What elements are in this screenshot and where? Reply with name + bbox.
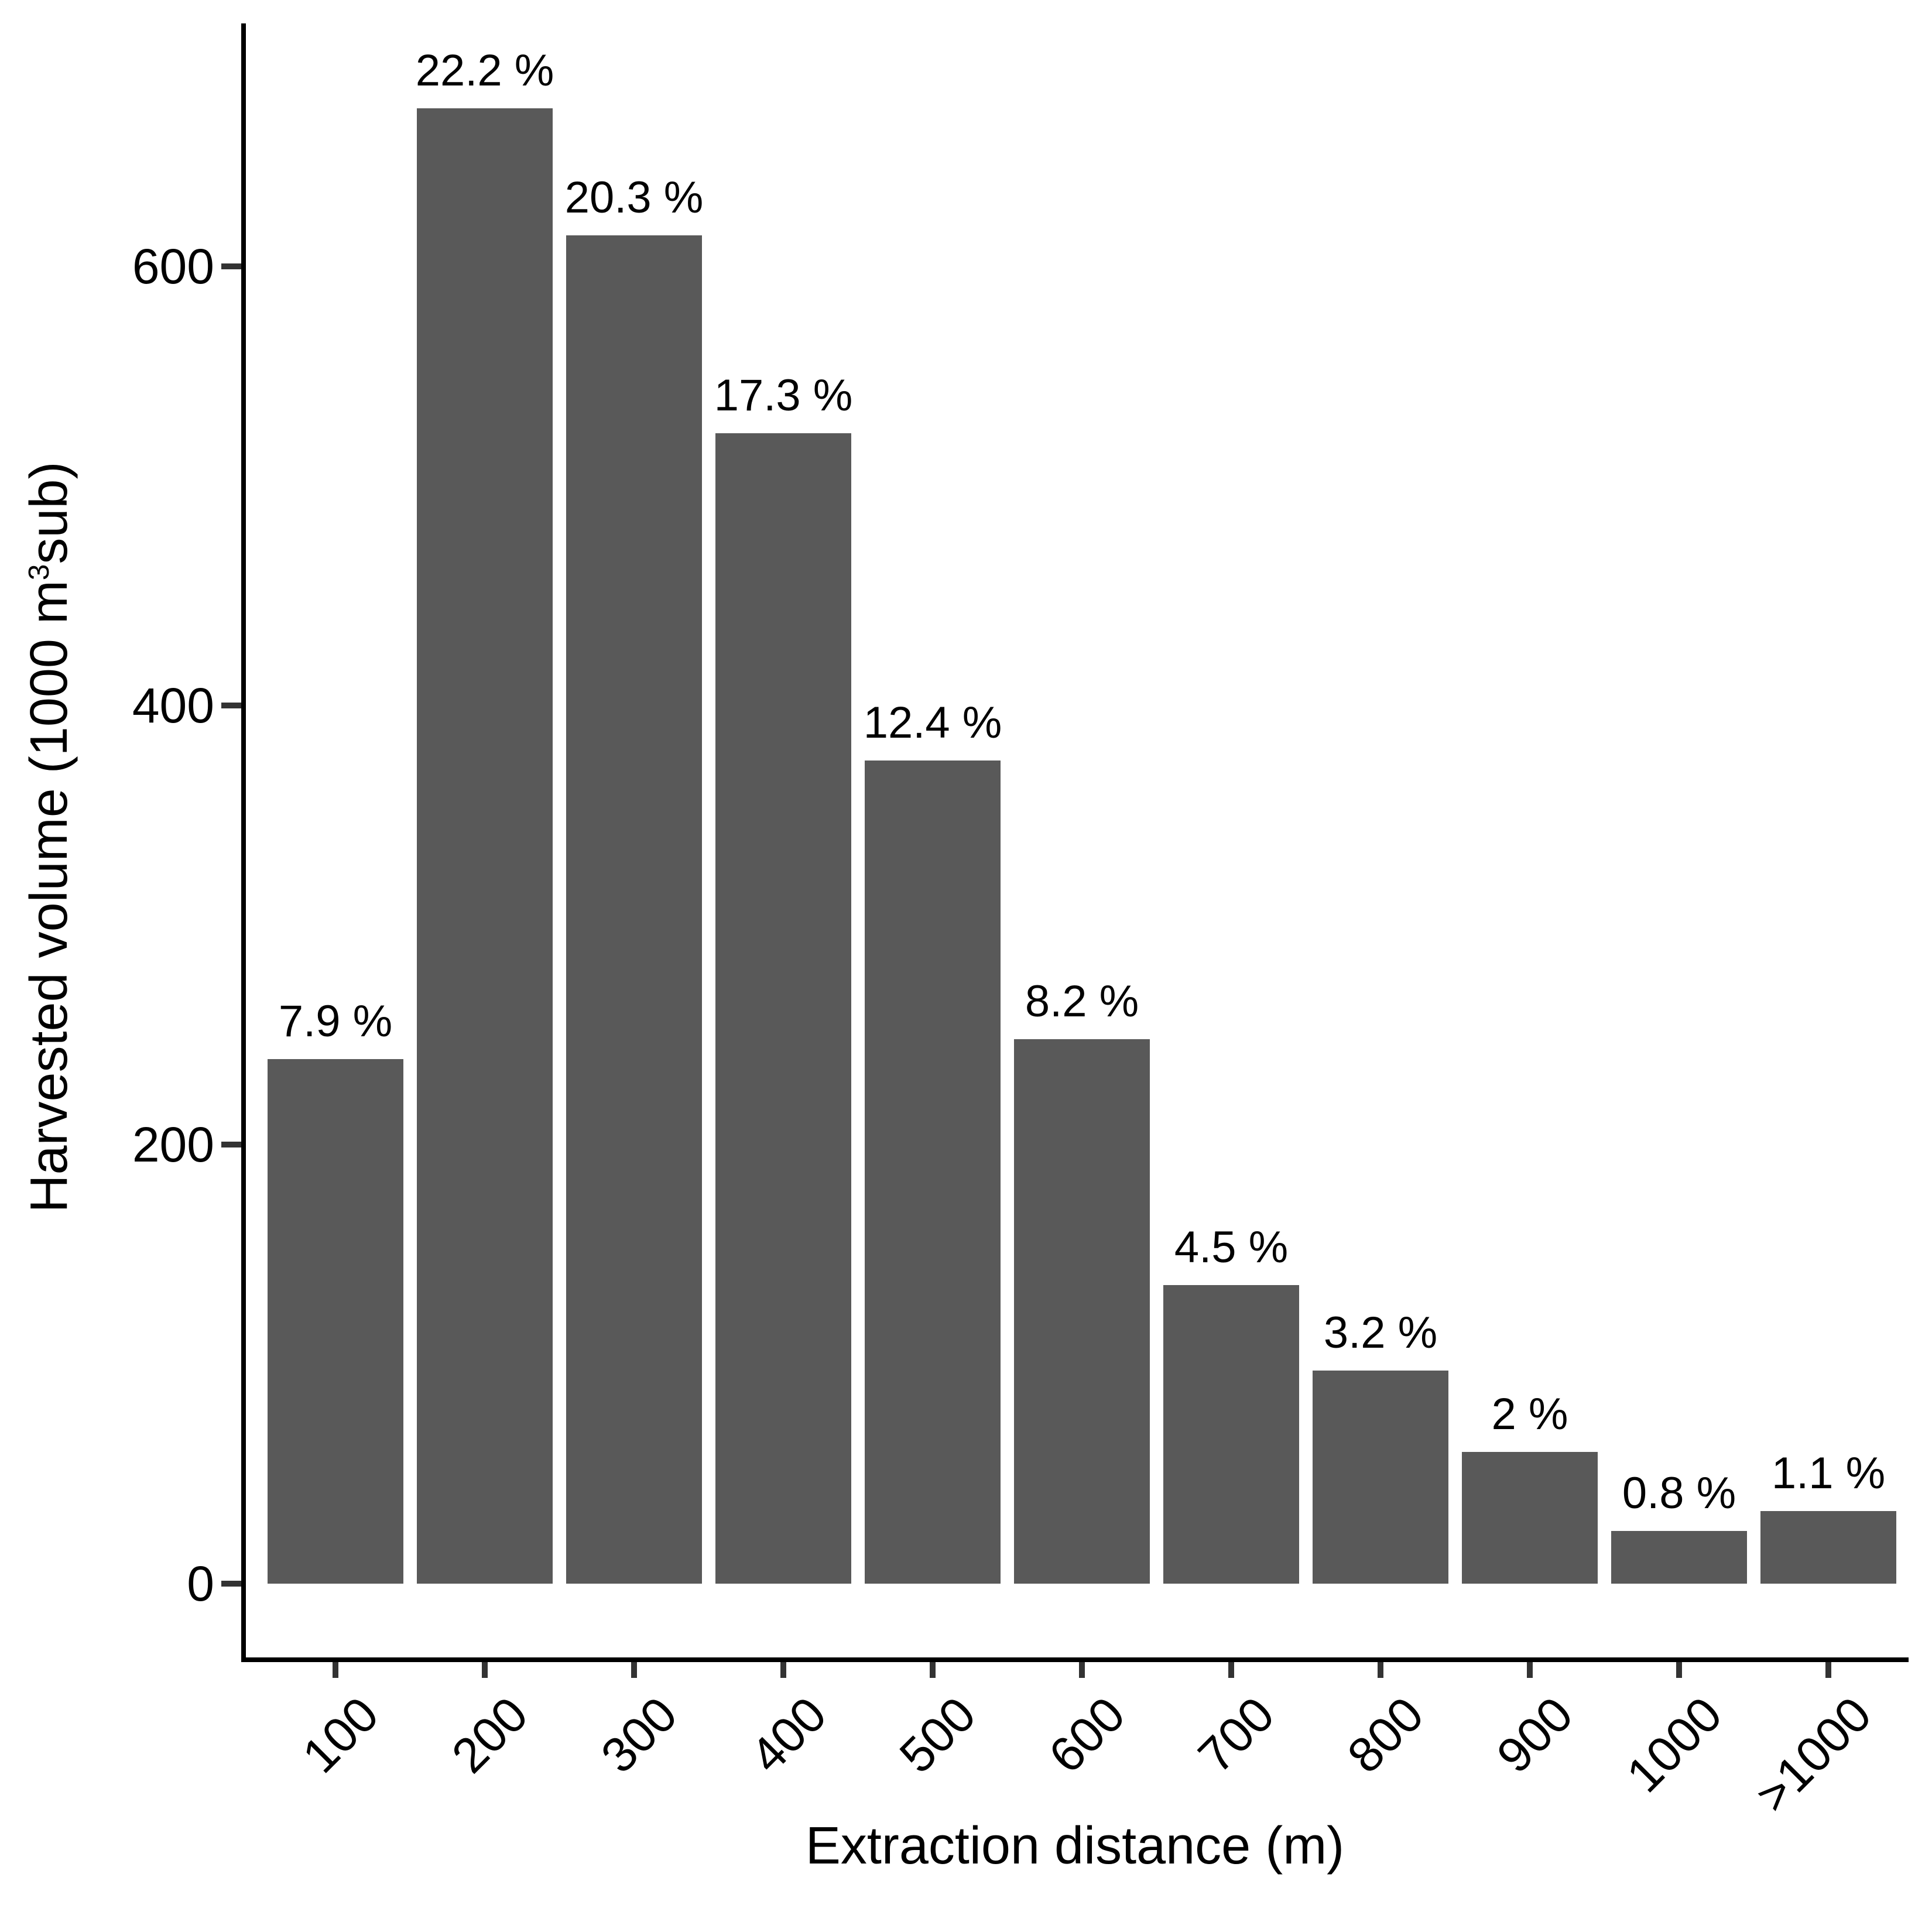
y-axis-title-superscript: 3 [23, 564, 55, 581]
x-tick-mark->1000 [1825, 1662, 1831, 1678]
x-tick-label-300: 300 [590, 1686, 687, 1784]
bar-value-label->1000: 1.1 % [1771, 1448, 1886, 1498]
y-tick-label-200: 200 [132, 1117, 214, 1172]
bar-value-label-100: 7.9 % [278, 996, 393, 1046]
x-tick-label-500: 500 [889, 1686, 986, 1784]
y-axis-title-prefix: Harvested volume (1000 m [20, 580, 78, 1213]
y-axis-line [241, 23, 246, 1662]
y-tick-mark-600 [221, 263, 241, 269]
x-tick-label-600: 600 [1038, 1686, 1135, 1784]
y-axis-title-suffix: sub) [20, 461, 78, 564]
y-tick-label-400: 400 [132, 678, 214, 733]
bar-800 [1313, 1371, 1448, 1584]
bar-value-label-200: 22.2 % [415, 46, 554, 95]
x-tick-label-900: 900 [1486, 1686, 1583, 1784]
x-tick-mark-700 [1228, 1662, 1234, 1678]
bar-500 [865, 761, 1001, 1584]
x-tick-mark-1000 [1676, 1662, 1682, 1678]
x-tick-mark-400 [780, 1662, 786, 1678]
bar-100 [268, 1059, 403, 1584]
x-tick-label-100: 100 [292, 1686, 389, 1784]
x-tick-mark-100 [333, 1662, 338, 1678]
y-axis-title: Harvested volume (1000 m3sub) [20, 461, 78, 1213]
bar-700 [1163, 1285, 1299, 1584]
y-tick-label-600: 600 [132, 239, 214, 294]
bar-value-label-700: 4.5 % [1174, 1222, 1289, 1272]
bar-900 [1462, 1452, 1598, 1584]
y-tick-mark-200 [221, 1142, 241, 1147]
y-tick-mark-0 [221, 1581, 241, 1587]
x-tick-mark-200 [482, 1662, 488, 1678]
y-tick-mark-400 [221, 703, 241, 708]
x-tick-label-800: 800 [1337, 1686, 1434, 1784]
bar-value-label-800: 3.2 % [1323, 1308, 1438, 1358]
bar-value-label-500: 12.4 % [863, 698, 1002, 748]
x-tick-mark-300 [631, 1662, 637, 1678]
x-tick-label-200: 200 [441, 1686, 538, 1784]
x-tick-mark-500 [930, 1662, 936, 1678]
bar-1000 [1611, 1531, 1747, 1584]
x-tick-mark-600 [1079, 1662, 1085, 1678]
bar-300 [566, 235, 702, 1584]
x-axis-line [241, 1657, 1909, 1662]
x-tick-label->1000: >1000 [1745, 1686, 1882, 1823]
bar-value-label-400: 17.3 % [714, 371, 853, 420]
y-tick-label-0: 0 [187, 1556, 214, 1611]
x-tick-label-700: 700 [1187, 1686, 1284, 1784]
bar-value-label-600: 8.2 % [1025, 977, 1139, 1026]
x-tick-mark-900 [1527, 1662, 1533, 1678]
x-tick-label-400: 400 [739, 1686, 837, 1784]
bar-400 [715, 433, 851, 1584]
x-tick-mark-800 [1378, 1662, 1383, 1678]
x-tick-label-1000: 1000 [1616, 1686, 1732, 1803]
bar-value-label-1000: 0.8 % [1622, 1468, 1736, 1518]
bar-value-label-300: 20.3 % [564, 173, 704, 222]
bar-200 [417, 108, 553, 1584]
bar-value-label-900: 2 % [1491, 1389, 1568, 1439]
bar-600 [1014, 1039, 1150, 1584]
x-axis-title: Extraction distance (m) [805, 1817, 1345, 1875]
bar->1000 [1760, 1511, 1896, 1584]
